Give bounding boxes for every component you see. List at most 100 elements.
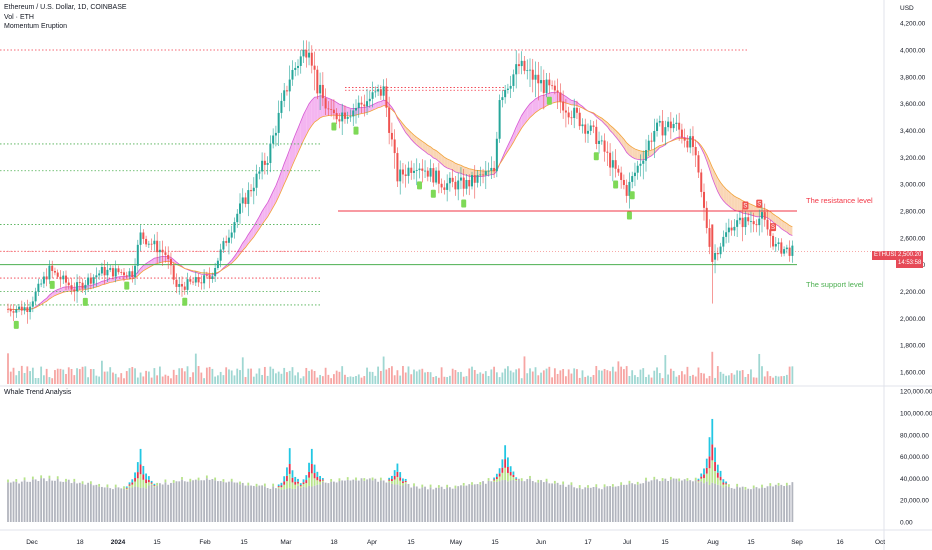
whale-base-bar <box>51 480 54 522</box>
time-axis-label: Oct <box>875 539 885 546</box>
whale-base-bar <box>482 481 484 522</box>
volume-bar <box>473 370 476 384</box>
whale-base-bar <box>23 480 26 522</box>
ema-ribbon-segment <box>154 257 158 265</box>
ema-ribbon-segment <box>419 139 423 150</box>
whale-red-segment <box>504 459 507 468</box>
volume-bar <box>683 374 686 384</box>
whale-green-segment <box>611 484 614 487</box>
whale-green-segment <box>65 478 67 482</box>
whale-green-segment <box>56 476 59 479</box>
ema-ribbon-segment <box>369 104 373 112</box>
buy-signal-marker <box>331 122 337 131</box>
volume-bar <box>18 370 20 384</box>
volume-bar <box>183 371 186 384</box>
candle-body <box>415 170 418 171</box>
ema-ribbon-segment <box>488 170 492 176</box>
whale-green-segment <box>562 481 565 485</box>
volume-bar <box>484 371 487 384</box>
candle-body <box>324 98 327 109</box>
candle-body <box>62 275 65 280</box>
whale-base-bar <box>457 486 460 522</box>
ema-ribbon-segment <box>436 150 439 162</box>
candle-body <box>653 130 656 142</box>
whale-base-bar <box>352 479 355 522</box>
volume-bar <box>241 357 244 384</box>
volume-bar <box>752 377 755 384</box>
candle-body <box>667 121 670 128</box>
whale-base-bar <box>526 479 529 522</box>
whale-base-bar <box>286 488 288 522</box>
candle-body <box>255 173 258 188</box>
whale-green-segment <box>302 484 305 487</box>
ema-ribbon-segment <box>510 133 514 147</box>
volume-bar <box>421 368 424 384</box>
volume-bar <box>758 353 761 384</box>
whale-base-bar <box>120 488 123 522</box>
whale-cyan-segment <box>316 471 319 477</box>
candle-body <box>761 212 763 219</box>
ema-ribbon-segment <box>607 122 611 131</box>
candle-body <box>650 140 653 142</box>
volume-bar <box>573 368 576 384</box>
volume-bar <box>716 366 719 384</box>
whale-base-bar <box>628 483 631 522</box>
whale-base-bar <box>192 480 194 522</box>
whale-green-segment <box>727 484 730 487</box>
ema-ribbon-segment <box>124 276 127 280</box>
candle-body <box>617 168 620 173</box>
volume-bar <box>788 366 791 384</box>
whale-cyan-segment <box>703 468 705 475</box>
volume-bar <box>189 377 192 384</box>
volume-bar <box>87 377 89 384</box>
volume-bar <box>324 367 327 384</box>
volume-bar <box>553 368 556 384</box>
volume-bar <box>498 377 501 384</box>
candle-body <box>186 279 189 290</box>
candle-body <box>714 253 717 260</box>
whale-green-segment <box>131 484 134 488</box>
candle-body <box>128 271 131 277</box>
candle-body <box>269 143 272 163</box>
symbol-tag: ETHUSD <box>872 251 901 260</box>
volume-bar <box>661 378 664 384</box>
ema-ribbon-segment <box>66 286 69 292</box>
candle-body <box>691 136 694 147</box>
whale-red-segment <box>501 467 504 473</box>
whale-red-segment <box>125 487 128 489</box>
whale-green-segment <box>330 478 333 482</box>
volume-bar <box>548 366 551 384</box>
volume-bar <box>424 372 426 384</box>
candle-body <box>274 132 277 136</box>
whale-base-bar <box>112 489 114 522</box>
whale-base-bar <box>565 486 567 522</box>
whale-base-bar <box>426 489 429 522</box>
whale-base-bar <box>95 484 98 522</box>
whale-green-segment <box>636 481 639 485</box>
volume-bar <box>48 377 51 384</box>
volume-bar <box>43 375 45 384</box>
whale-red-segment <box>288 463 291 474</box>
candle-body <box>310 52 313 66</box>
volume-bar <box>150 377 153 384</box>
whale-base-bar <box>230 481 233 522</box>
volume-bar <box>125 371 128 384</box>
candle-body <box>106 269 109 276</box>
volume-bar <box>490 369 493 384</box>
whale-base-bar <box>65 481 67 522</box>
whale-green-segment <box>164 479 167 483</box>
volume-bar <box>252 376 255 384</box>
whale-base-bar <box>667 481 669 522</box>
ema-ribbon-segment <box>433 149 437 160</box>
whale-cyan-segment <box>153 483 156 486</box>
candle-body <box>208 275 211 279</box>
candle-body <box>725 232 728 237</box>
ema-ribbon-segment <box>626 142 630 156</box>
whale-base-bar <box>611 486 614 522</box>
candle-body <box>169 259 172 266</box>
whale-base-bar <box>774 484 777 522</box>
volume-bar <box>159 366 161 384</box>
whale-base-bar <box>241 482 244 522</box>
whale-base-bar <box>587 487 589 522</box>
